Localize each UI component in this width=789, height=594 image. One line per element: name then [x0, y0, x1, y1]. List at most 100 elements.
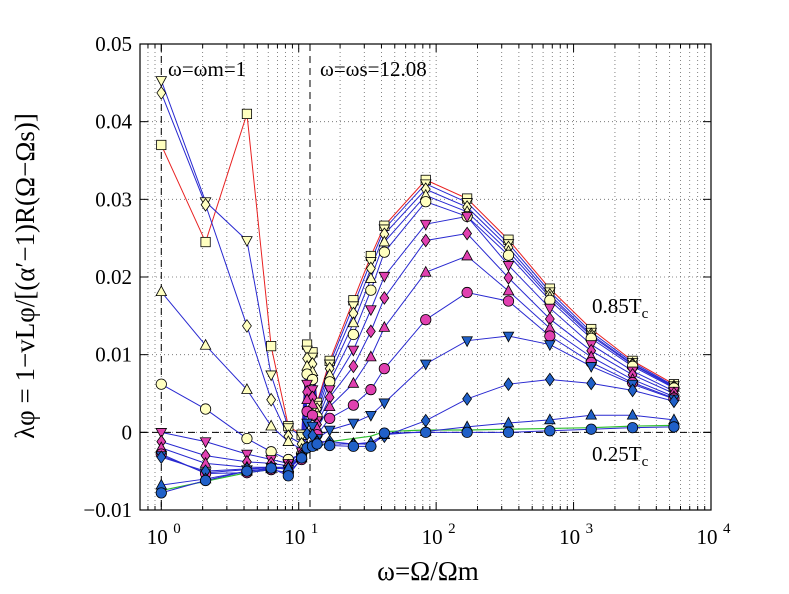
data-point-triangle-up	[323, 400, 336, 412]
data-point-triangle-up	[365, 350, 377, 362]
vline-1-label: ω=ωm=1	[168, 57, 246, 81]
data-point-triangle-up	[502, 284, 515, 296]
data-point-triangle-up	[419, 265, 432, 277]
data-point-triangle-down	[502, 331, 515, 343]
data-point-circle	[378, 246, 390, 258]
tick-labels: −0.01 0 0.01 0.02 0.03 0.04 0.05 10 0 10 1 10 2 10 3 10…	[83, 32, 731, 549]
data-point-triangle-down	[585, 362, 598, 373]
data-point-triangle-down	[282, 423, 295, 435]
data-point-triangle-down	[419, 359, 432, 371]
data-point-circle	[241, 465, 253, 477]
x-tick-exponent: 0	[173, 521, 181, 537]
data-point-triangle-up	[306, 397, 319, 409]
y-axis-title: λφ = 1−vLφ/[(α′−1)R(Ω−Ωs)]	[10, 113, 40, 439]
x-tick-exponent: 4	[723, 521, 731, 537]
axis-ticks	[139, 43, 711, 511]
data-point-circle	[544, 425, 556, 437]
markers-0.75Tc	[156, 85, 679, 451]
annotation-bottom: 0.25Tc	[592, 442, 649, 470]
series-line	[160, 80, 675, 438]
data-point-diamond	[503, 377, 514, 392]
series-line	[161, 201, 675, 461]
markers-0.65Tc	[155, 196, 680, 466]
plot-frame	[139, 43, 712, 511]
data-point-triangle-down	[461, 212, 473, 223]
data-point-triangle-up	[241, 383, 253, 394]
data-point-circle	[347, 399, 360, 411]
series-0.70Tc	[160, 194, 675, 451]
data-point-diamond	[379, 291, 390, 305]
data-point-circle	[282, 470, 294, 482]
data-point-triangle-down	[378, 398, 391, 410]
data-point-circle	[626, 422, 639, 434]
x-tick-exponent: 1	[311, 521, 319, 537]
series-line	[161, 255, 675, 468]
data-point-triangle-up	[585, 408, 598, 420]
data-point-diamond	[266, 392, 277, 407]
data-point-triangle-down	[378, 271, 391, 283]
data-point-circle	[668, 421, 680, 433]
data-point-triangle-up	[365, 271, 377, 283]
data-point-triangle-up	[265, 419, 278, 431]
y-tick-label: 0.01	[95, 343, 132, 367]
series-0.80Tc	[160, 80, 675, 438]
data-point-diamond	[586, 376, 597, 391]
data-point-diamond	[156, 85, 167, 100]
data-point-triangle-down	[155, 76, 168, 88]
markers-0.25Tc	[155, 421, 680, 499]
data-point-diamond	[156, 450, 167, 465]
data-point-circle	[502, 249, 515, 261]
series-0.85Tc	[160, 113, 675, 436]
x-tick-label: 10	[697, 525, 718, 549]
data-point-triangle-down	[265, 370, 278, 382]
data-point-triangle-down	[461, 336, 473, 348]
data-point-circle	[306, 409, 319, 421]
data-point-triangle-up	[626, 408, 639, 420]
data-point-circle	[296, 452, 308, 464]
data-point-diamond	[503, 270, 514, 285]
data-point-diamond	[242, 318, 252, 333]
data-point-triangle-down	[543, 303, 556, 315]
x-tick-label: 10	[422, 525, 443, 549]
data-point-triangle-down	[347, 345, 360, 357]
data-point-triangle-down	[301, 345, 313, 357]
x-tick-exponent: 2	[448, 521, 456, 537]
reference-lines	[140, 44, 711, 510]
data-point-diamond	[348, 359, 359, 374]
data-point-triangle-up	[378, 320, 391, 332]
data-point-square	[241, 108, 253, 119]
data-point-triangle-up	[347, 376, 360, 388]
series-0.50Tc	[161, 255, 675, 468]
data-point-diamond	[627, 383, 638, 398]
data-point-circle	[420, 196, 432, 208]
data-point-circle	[365, 440, 377, 452]
data-point-circle	[378, 427, 390, 439]
grid	[139, 43, 711, 511]
data-point-circle	[311, 438, 323, 450]
series-line	[160, 113, 675, 436]
x-tick-label: 10	[147, 525, 168, 549]
data-point-diamond	[544, 372, 555, 387]
x-tick-label: 10	[559, 525, 580, 549]
y-tick-label: −0.01	[83, 498, 132, 522]
data-point-circle	[155, 378, 167, 390]
data-point-circle	[347, 328, 360, 341]
y-tick-label: 0.03	[95, 187, 132, 211]
data-point-triangle-down	[323, 425, 336, 437]
series-group	[155, 76, 680, 499]
data-point-triangle-up	[199, 338, 212, 350]
data-point-triangle-up	[502, 416, 515, 428]
data-point-circle	[199, 474, 212, 487]
data-point-triangle-down	[199, 437, 212, 449]
data-point-triangle-down	[241, 236, 253, 248]
series-0.65Tc	[161, 201, 675, 461]
annotation-top: 0.85Tc	[592, 294, 649, 322]
x-axis-title: ω=Ω/Ωm	[377, 556, 479, 586]
data-point-circle	[420, 426, 432, 438]
data-point-square	[156, 139, 167, 151]
data-point-triangle-down	[155, 428, 168, 439]
y-tick-label: 0.04	[95, 110, 132, 134]
data-point-circle	[241, 432, 253, 445]
data-point-diamond	[200, 197, 211, 212]
x-tick-exponent: 3	[586, 521, 594, 537]
